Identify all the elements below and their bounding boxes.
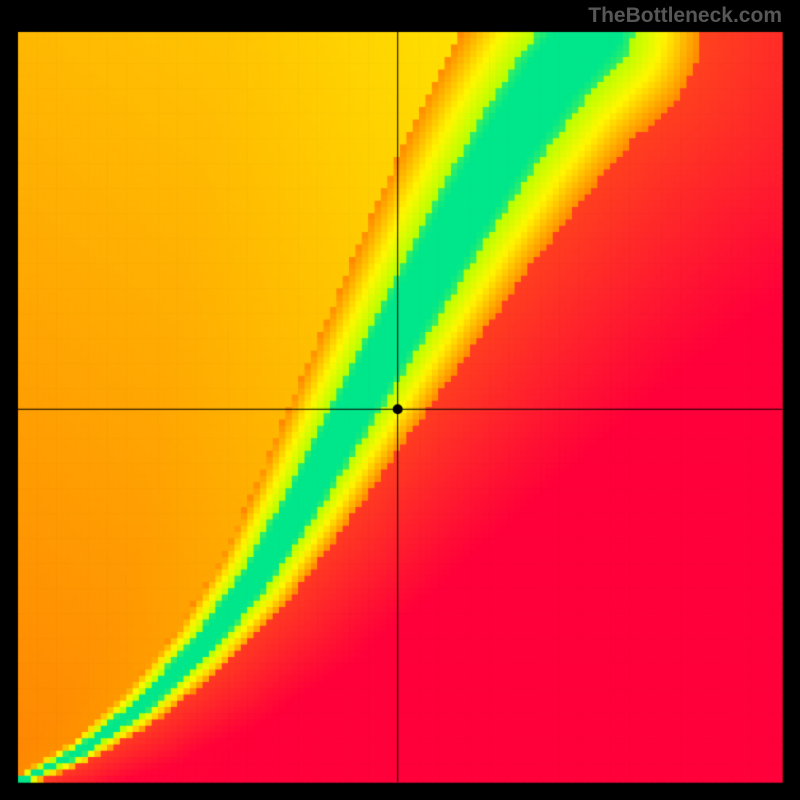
watermark-text: TheBottleneck.com xyxy=(588,4,782,28)
bottleneck-heatmap xyxy=(0,0,800,800)
